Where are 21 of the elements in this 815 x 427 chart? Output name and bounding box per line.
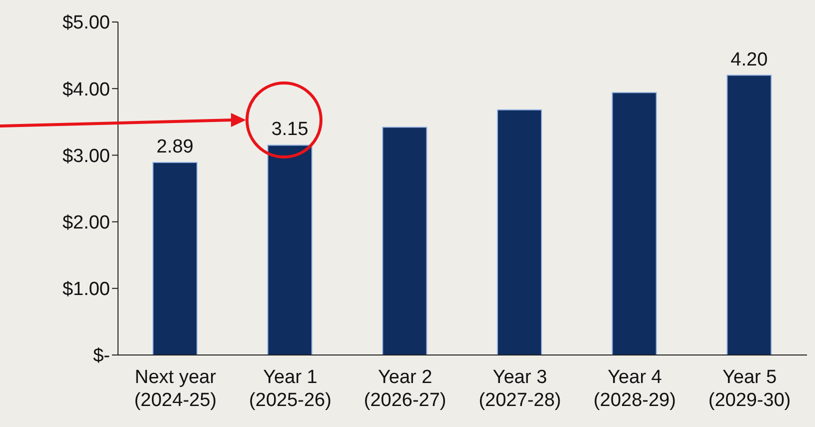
y-tick-label: $1.00: [62, 279, 110, 300]
bar: [726, 74, 772, 355]
bar: [382, 126, 428, 355]
x-tick-label: Year 2 (2026-27): [364, 367, 446, 411]
y-tick-label: $5.00: [62, 12, 110, 34]
y-tick-label: $-: [93, 346, 110, 367]
y-tick-label: $3.00: [62, 146, 110, 167]
bar: [497, 109, 542, 355]
bar: [152, 162, 198, 355]
x-tick-label: Year 1 (2025-26): [249, 367, 332, 411]
bar: [267, 144, 312, 355]
data-label: 4.20: [730, 49, 768, 70]
data-label: 3.15: [271, 119, 308, 140]
x-tick-label: Year 4 (2028-29): [594, 367, 676, 411]
y-tick-label: $2.00: [62, 212, 110, 234]
bar: [612, 92, 657, 355]
x-tick-label: Year 3 (2027-28): [478, 367, 562, 411]
data-label: 2.89: [156, 136, 194, 158]
y-tick-label: $4.00: [62, 79, 110, 100]
x-tick-label: Next year (2024-25): [134, 367, 217, 411]
x-tick-label: Year 5 (2029-30): [708, 367, 791, 411]
